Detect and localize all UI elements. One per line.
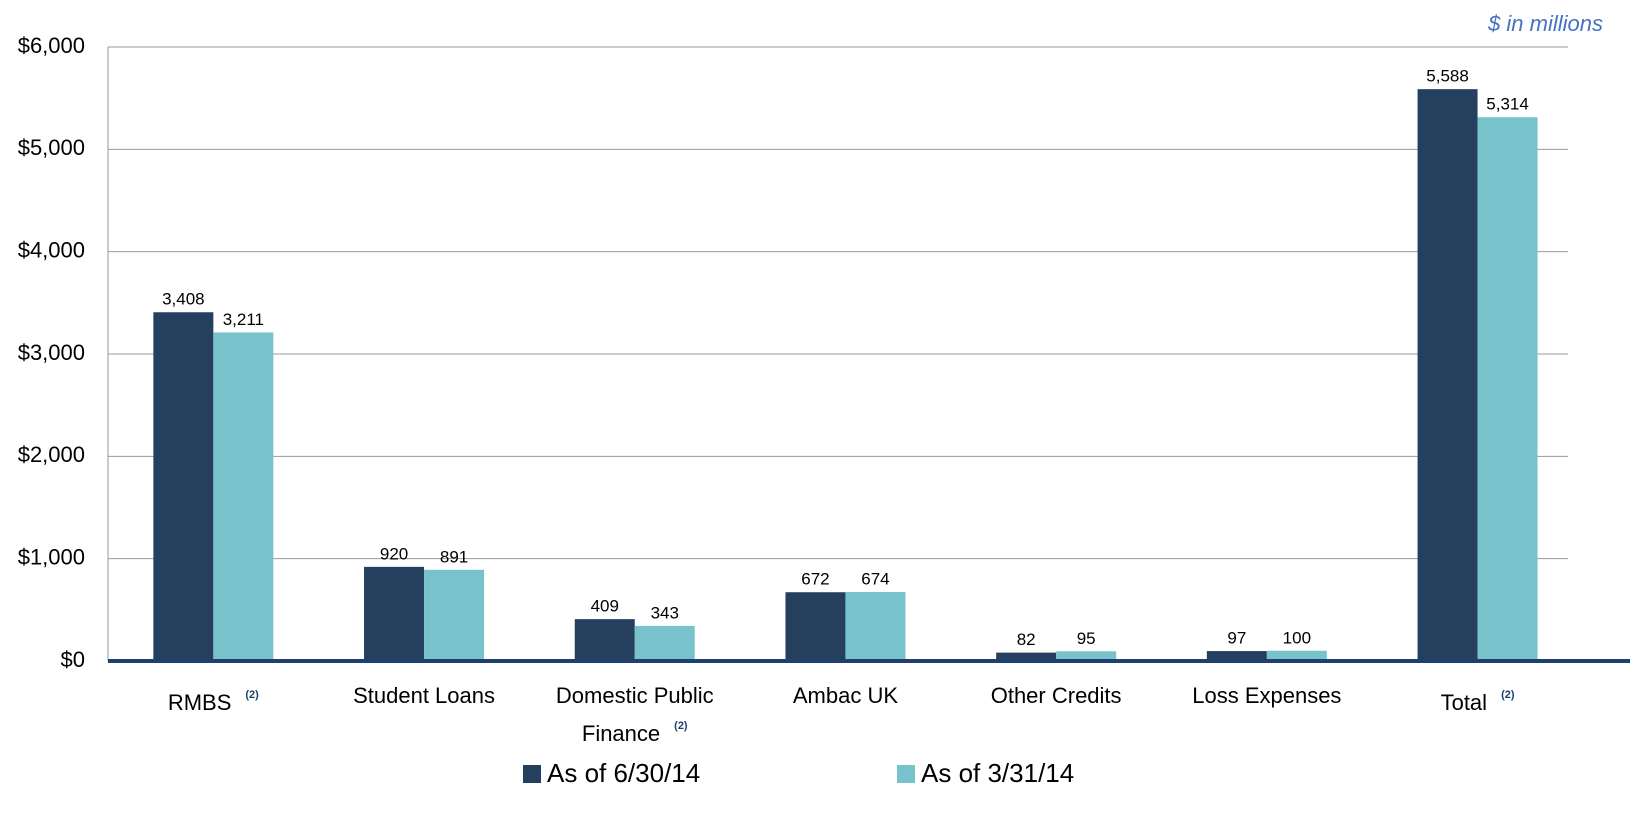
bar — [1056, 651, 1117, 661]
bar — [1266, 650, 1327, 661]
bar — [1206, 651, 1267, 661]
category-name: Loss Expenses — [1192, 683, 1342, 708]
bar — [213, 332, 274, 661]
legend-label: As of 6/30/14 — [547, 758, 700, 788]
bar — [424, 569, 485, 661]
bar — [785, 592, 846, 661]
bar — [153, 312, 214, 661]
data-label: 674 — [861, 570, 889, 589]
data-label: 672 — [801, 570, 829, 589]
bar — [845, 592, 906, 661]
bar — [634, 625, 695, 661]
data-label: 343 — [651, 603, 679, 622]
footnote-mark: (2) — [1501, 689, 1515, 701]
bar — [1477, 117, 1538, 661]
category-name: Student Loans — [353, 683, 495, 708]
y-tick-label: $4,000 — [18, 237, 85, 262]
y-tick-label: $0 — [61, 647, 85, 672]
legend-swatch — [523, 765, 541, 783]
x-tick-label: Domestic Public Finance (2) — [540, 680, 730, 749]
annotation: $ in millions — [1487, 11, 1603, 36]
data-label: 920 — [380, 544, 408, 563]
category-name: Total — [1440, 690, 1488, 715]
data-label: 3,408 — [162, 290, 205, 309]
y-tick-label: $2,000 — [18, 442, 85, 467]
bar — [364, 566, 425, 661]
data-label: 5,588 — [1426, 67, 1469, 86]
data-label: 3,211 — [223, 310, 264, 329]
footnote-mark: (2) — [674, 720, 688, 732]
y-tick-label: $6,000 — [18, 33, 85, 58]
y-tick-label: $5,000 — [18, 135, 85, 160]
y-tick-label: $1,000 — [18, 544, 85, 569]
x-tick-label: Ambac UK — [750, 680, 940, 711]
x-tick-label: Student Loans — [329, 680, 519, 711]
x-tick-label: RMBS (2) — [118, 680, 308, 718]
data-label: 82 — [1017, 630, 1036, 649]
y-tick-label: $3,000 — [18, 340, 85, 365]
x-tick-label: Other Credits — [961, 680, 1151, 711]
legend-swatch — [897, 765, 915, 783]
data-label: 100 — [1283, 628, 1311, 647]
x-tick-label: Total (2) — [1383, 680, 1573, 718]
category-name: RMBS — [167, 690, 232, 715]
category-name: Domestic Public Finance — [555, 683, 714, 746]
data-label: 891 — [440, 547, 468, 566]
legend-label: As of 3/31/14 — [921, 758, 1074, 788]
bar — [1417, 89, 1478, 662]
category-name: Ambac UK — [792, 683, 899, 708]
data-label: 409 — [591, 597, 619, 616]
footnote-mark: (2) — [245, 689, 259, 701]
data-label: 97 — [1227, 629, 1246, 648]
x-tick-label: Loss Expenses — [1172, 680, 1362, 711]
bar — [996, 652, 1057, 661]
data-label: 5,314 — [1486, 95, 1529, 114]
category-name: Other Credits — [990, 683, 1122, 708]
data-label: 95 — [1077, 629, 1096, 648]
bar — [574, 619, 635, 661]
